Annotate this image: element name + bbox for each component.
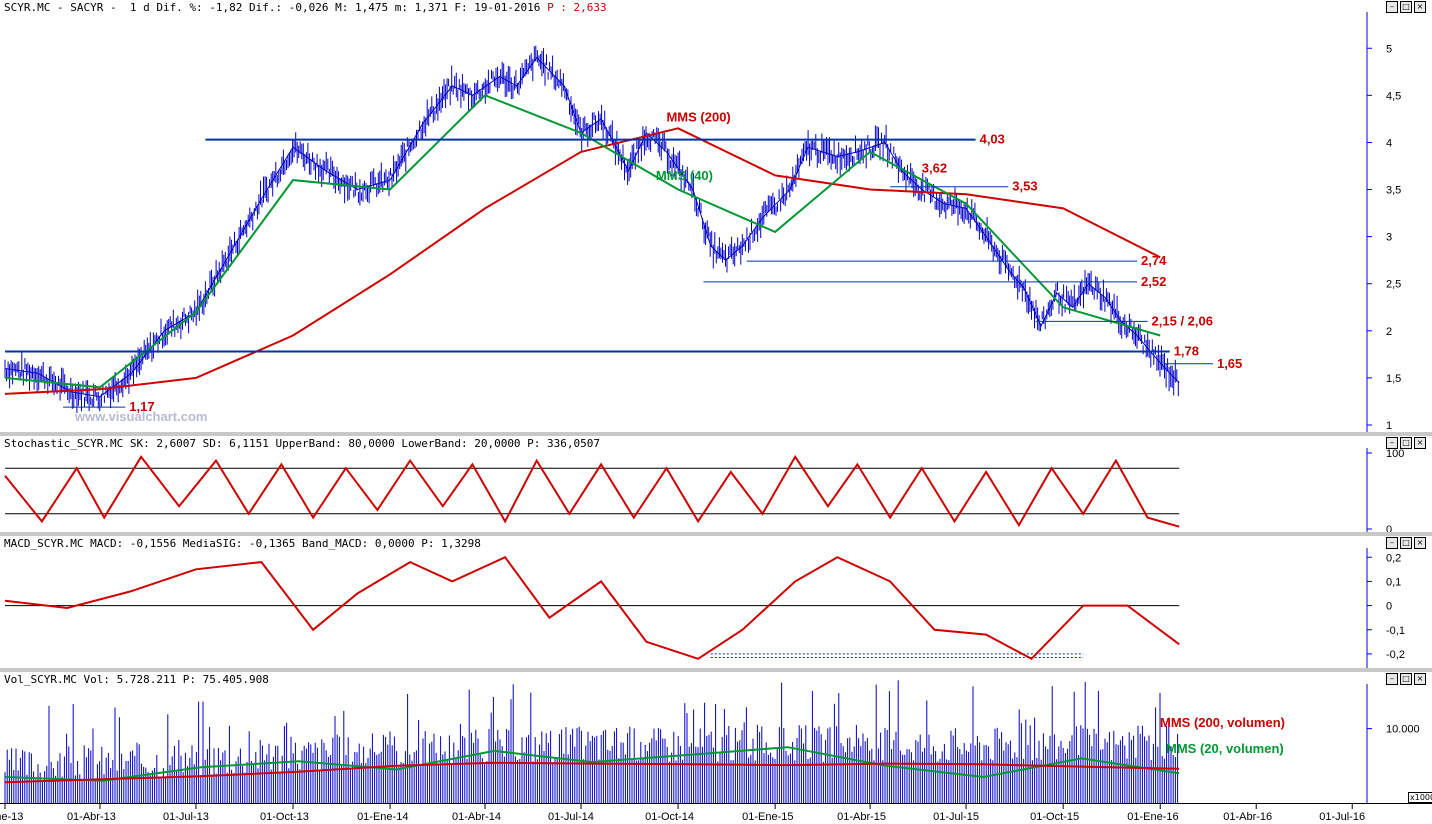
volume-chart: MMS (200, volumen) MMS (20, volumen) 10.00… [4,680,1420,803]
volume-units-label: x1000 [1408,792,1432,803]
y-tick-label: 0,1 [1386,576,1401,588]
macd-window-buttons: – □ × [1386,537,1426,549]
volume-panel-title: Vol_SCYR.MC Vol: 5.728.211 P: 75.405.908 [4,673,269,686]
close-icon[interactable]: × [1414,537,1426,549]
level-label: 3,53 [1012,179,1037,194]
vol-window-buttons: – □ × [1386,673,1426,685]
minimize-icon[interactable]: – [1386,673,1398,685]
x-tick-label: 01-Oct-14 [645,811,694,823]
stochastic-panel-title: Stochastic_SCYR.MC SK: 2,6007 SD: 6,1151… [4,437,601,450]
watermark: www.visualchart.com [75,409,208,424]
y-tick-label: 0 [1386,601,1392,613]
panel-separator[interactable] [0,668,1432,674]
x-tick-label: 01-Ene-14 [357,811,408,823]
y-tick-label: -0,1 [1386,625,1405,637]
macd-chart: 0,2 0,1 0 -0,1 -0,2 [4,548,1405,672]
price-panel-title: SCYR.MC - SACYR - 1 d Dif. %: -1,82 Dif.… [4,1,607,14]
x-tick-label: 01-Ene-15 [742,811,793,823]
y-tick-label: -0,2 [1386,649,1405,661]
x-tick-label: 01-Jul-16 [1319,811,1365,823]
mms200-line [4,127,1161,395]
price-panel: SCYR.MC - SACYR - 1 d Dif. %: -1,82 Dif.… [4,1,1426,432]
x-tick-label: 01-Abr-14 [452,811,501,823]
y-tick-label: 10.000 [1386,724,1420,736]
close-icon[interactable]: × [1414,673,1426,685]
y-tick-label: 0,2 [1386,552,1401,564]
close-icon[interactable]: × [1414,1,1426,13]
y-tick-label: 0 [1386,524,1392,536]
macd-panel-title: MACD_SCYR.MC MACD: -0,1556 MediaSIG: -0,… [4,537,481,550]
series-label-vol-mms20: MMS (20, volumen) [1166,741,1284,756]
close-icon[interactable]: × [1414,437,1426,449]
vol-mms20-line [4,746,1180,782]
volume-panel: Vol_SCYR.MC Vol: 5.728.211 P: 75.405.908… [0,672,1432,803]
level-label: 1,65 [1217,356,1242,371]
panel-separator[interactable] [0,532,1432,538]
level-label: 2,15 / 2,06 [1152,313,1213,328]
mms40-line [4,94,1161,389]
macd-panel: MACD_SCYR.MC MACD: -0,1556 MediaSIG: -0,… [0,536,1432,672]
series-label-mms40: MMS (40) [656,168,713,183]
stochastic-chart: 0 100 [4,448,1404,536]
x-tick-label: 01-Abr-15 [837,811,886,823]
y-tick-label: 3,5 [1386,185,1401,197]
y-tick-label: 5 [1386,43,1392,55]
series-label-vol-mms200: MMS (200, volumen) [1160,715,1285,730]
level-label: 2,74 [1141,253,1167,268]
y-tick-label: 3 [1386,232,1392,244]
x-tick-label: 01-Ene-16 [1127,811,1178,823]
x-tick-label: 01-Abr-13 [67,811,116,823]
panel-separator[interactable] [0,432,1432,438]
vol-mms200-line [4,761,1180,784]
x-tick-label: 01-Oct-15 [1030,811,1079,823]
y-tick-label: 100 [1386,448,1404,460]
x-tick-label: 01-Abr-16 [1223,811,1272,823]
level-label: 2,52 [1141,274,1166,289]
date-axis: 01-Ene-13 01-Abr-13 01-Jul-13 01-Oct-13 01-E… [0,803,1432,824]
y-tick-label: 4,5 [1386,90,1401,102]
level-label: 1,17 [129,399,154,414]
y-tick-label: 2 [1386,326,1392,338]
minimize-icon[interactable]: – [1386,1,1398,13]
stochastic-panel: Stochastic_SCYR.MC SK: 2,6007 SD: 6,1151… [0,436,1432,536]
price-chart: 4,033,532,742,522,15 / 2,061,781,651,173… [4,12,1401,432]
series-label-mms200: MMS (200) [666,110,730,125]
x-tick-label: 01-Jul-13 [163,811,209,823]
stoch-sk-line [4,454,1180,528]
level-label: 4,03 [980,132,1005,147]
minimize-icon[interactable]: – [1386,537,1398,549]
maximize-icon[interactable]: □ [1400,437,1412,449]
price-window-buttons: – □ × [1386,1,1426,13]
x-tick-label: 01-Jul-15 [933,811,979,823]
price-line [4,56,1180,398]
macd-line [4,555,1180,661]
minimize-icon[interactable]: – [1386,437,1398,449]
maximize-icon[interactable]: □ [1400,673,1412,685]
x-tick-label: 01-Jul-14 [548,811,594,823]
volume-bars [4,680,1179,803]
y-tick-label: 4 [1386,137,1392,149]
y-tick-label: 1,5 [1386,373,1401,385]
y-tick-label: 2,5 [1386,279,1401,291]
price-bars [4,45,1179,413]
x-tick-label: 01-Ene-13 [0,811,23,823]
level-label: 3,62 [922,161,947,176]
maximize-icon[interactable]: □ [1400,537,1412,549]
maximize-icon[interactable]: □ [1400,1,1412,13]
stoch-window-buttons: – □ × [1386,437,1426,449]
x-tick-label: 01-Oct-13 [260,811,309,823]
level-label: 1,78 [1174,344,1199,359]
y-tick-label: 1 [1386,420,1392,432]
